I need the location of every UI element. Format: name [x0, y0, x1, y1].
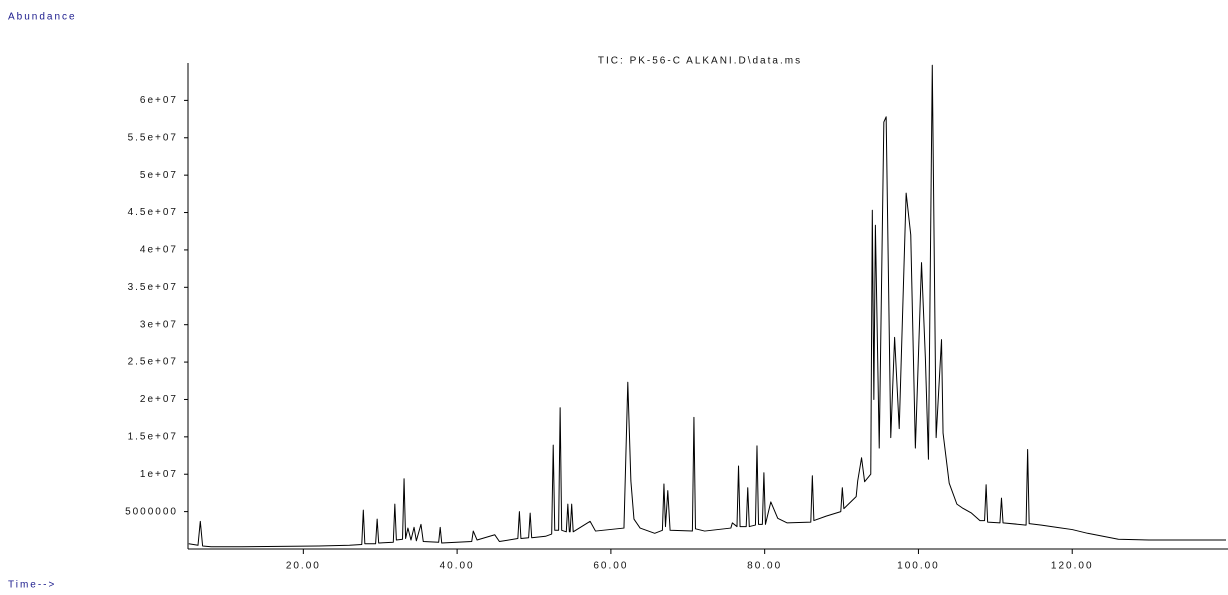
chart-title: TIC: PK-56-C ALKANI.D\data.ms	[598, 56, 802, 67]
chromatogram-line	[188, 64, 1226, 548]
y-tick-label: 1e+07	[140, 469, 178, 480]
x-axis-label: Time-->	[8, 580, 56, 591]
x-tick-label: 80.00	[747, 561, 782, 572]
y-tick-label: 4e+07	[140, 245, 178, 256]
y-tick-label: 5e+07	[140, 170, 178, 181]
y-tick-label: 3e+07	[140, 319, 178, 330]
y-tick-label: 2e+07	[140, 394, 178, 405]
y-axis-label: Abundance	[8, 12, 77, 23]
y-tick-label: 6e+07	[140, 95, 178, 106]
y-tick-label: 5000000	[125, 506, 178, 517]
x-tick-label: 100.00	[897, 561, 940, 572]
y-tick-label: 3.5e+07	[128, 282, 178, 293]
y-tick-label: 1.5e+07	[128, 431, 178, 442]
y-tick-label: 2.5e+07	[128, 357, 178, 368]
y-tick-label: 5.5e+07	[128, 132, 178, 143]
x-tick-label: 120.00	[1051, 561, 1094, 572]
x-tick-label: 40.00	[440, 561, 475, 572]
x-tick-label: 60.00	[593, 561, 628, 572]
x-tick-label: 20.00	[286, 561, 321, 572]
y-tick-label: 4.5e+07	[128, 207, 178, 218]
